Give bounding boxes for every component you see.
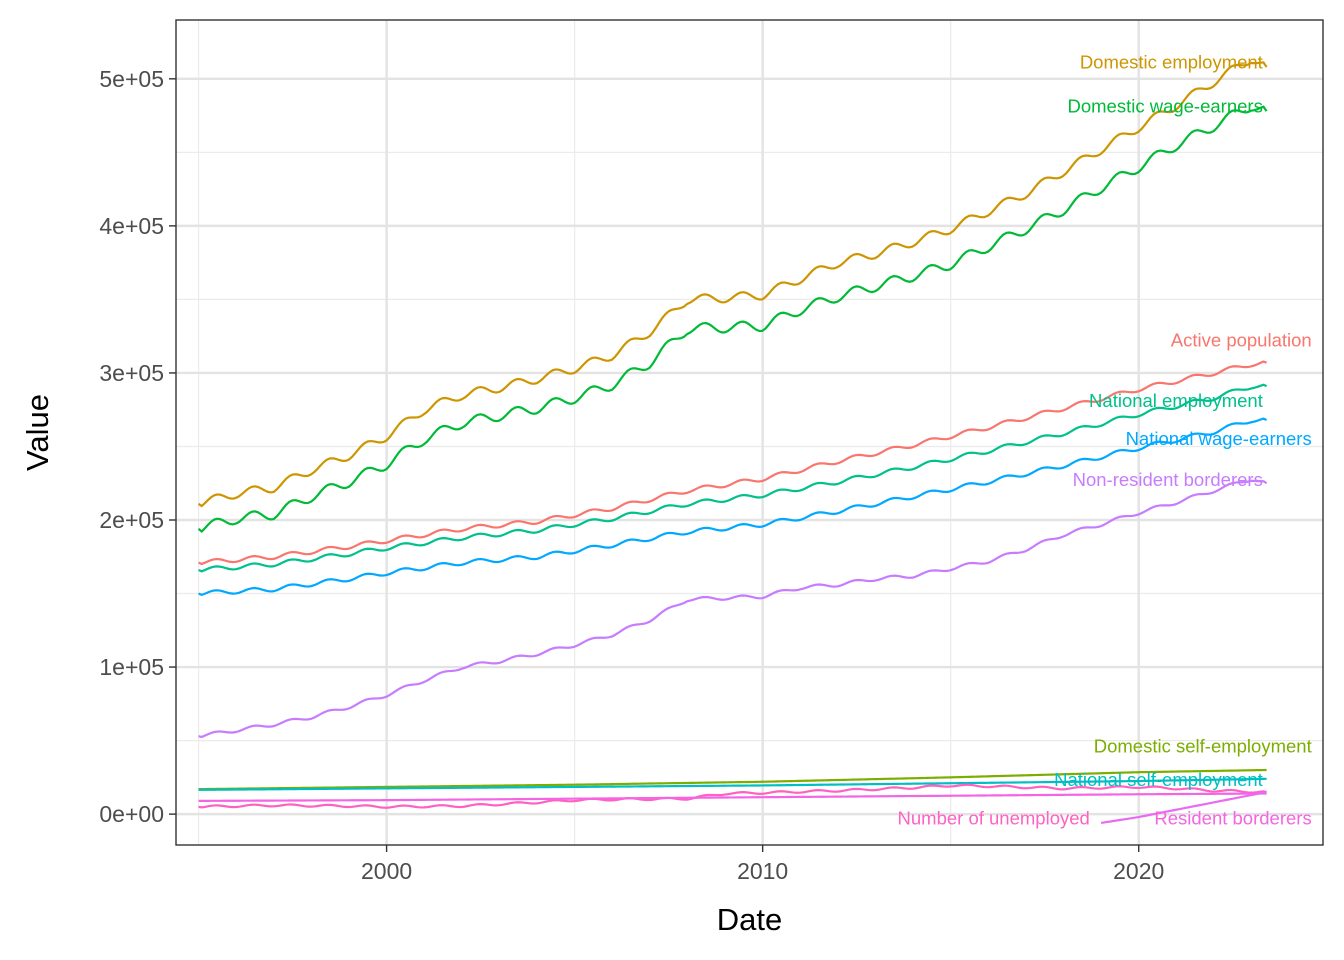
y-tick-label: 0e+00	[99, 801, 164, 827]
y-tick-label: 3e+05	[99, 360, 164, 386]
series-label-domestic-wage-earners: Domestic wage-earners	[1067, 96, 1262, 117]
series-label-domestic-employment: Domestic employment	[1080, 52, 1263, 73]
series-label-non-resident-borderers: Non-resident borderers	[1073, 469, 1263, 490]
series-label-number-of-unemployed: Number of unemployed	[898, 807, 1090, 828]
series-line-domestic-employment	[197, 61, 1268, 508]
series-label-national-employment: National employment	[1089, 390, 1263, 411]
x-axis-title: Date	[717, 902, 782, 937]
series-line-number-of-unemployed	[198, 783, 1267, 809]
series-lines	[197, 61, 1268, 825]
series-line-non-resident-borderers	[198, 479, 1268, 739]
series-label-national-wage-earners: National wage-earners	[1126, 428, 1312, 449]
series-line-domestic-self-employment	[198, 768, 1267, 791]
x-axis: 2000 2010 2020	[361, 845, 1164, 884]
series-labels: Domestic employment Domestic wage-earners…	[898, 52, 1312, 829]
x-tick-label: 2000	[361, 858, 412, 884]
series-label-resident-borderers: Resident borderers	[1154, 807, 1311, 828]
series-label-national-self-employment: National self-employment	[1054, 769, 1263, 790]
series-line-national-self-employment	[198, 777, 1267, 791]
x-tick-label: 2010	[737, 858, 788, 884]
series-label-domestic-self-employment: Domestic self-employment	[1094, 735, 1312, 756]
series-label-active-population: Active population	[1171, 329, 1312, 350]
series-line-domestic-wage-earners	[197, 105, 1268, 533]
series-line-active-population	[198, 360, 1267, 566]
series-line-resident-borderers	[1100, 790, 1267, 825]
y-axis: 0e+00 1e+05 2e+05 3e+05 4e+05 5e+05	[99, 66, 176, 827]
y-tick-label: 1e+05	[99, 654, 164, 680]
major-gridlines	[176, 20, 1323, 845]
y-tick-label: 4e+05	[99, 213, 164, 239]
x-tick-label: 2020	[1113, 858, 1164, 884]
series-line-national-wage-earners	[198, 417, 1268, 596]
y-axis-title: Value	[20, 394, 55, 471]
series-line-resident-borderers	[198, 792, 1267, 802]
y-tick-label: 2e+05	[99, 507, 164, 533]
series-line-national-employment	[198, 383, 1268, 573]
plot-panel-border	[175, 19, 1324, 846]
minor-gridlines	[176, 20, 1323, 845]
y-tick-label: 5e+05	[99, 66, 164, 92]
